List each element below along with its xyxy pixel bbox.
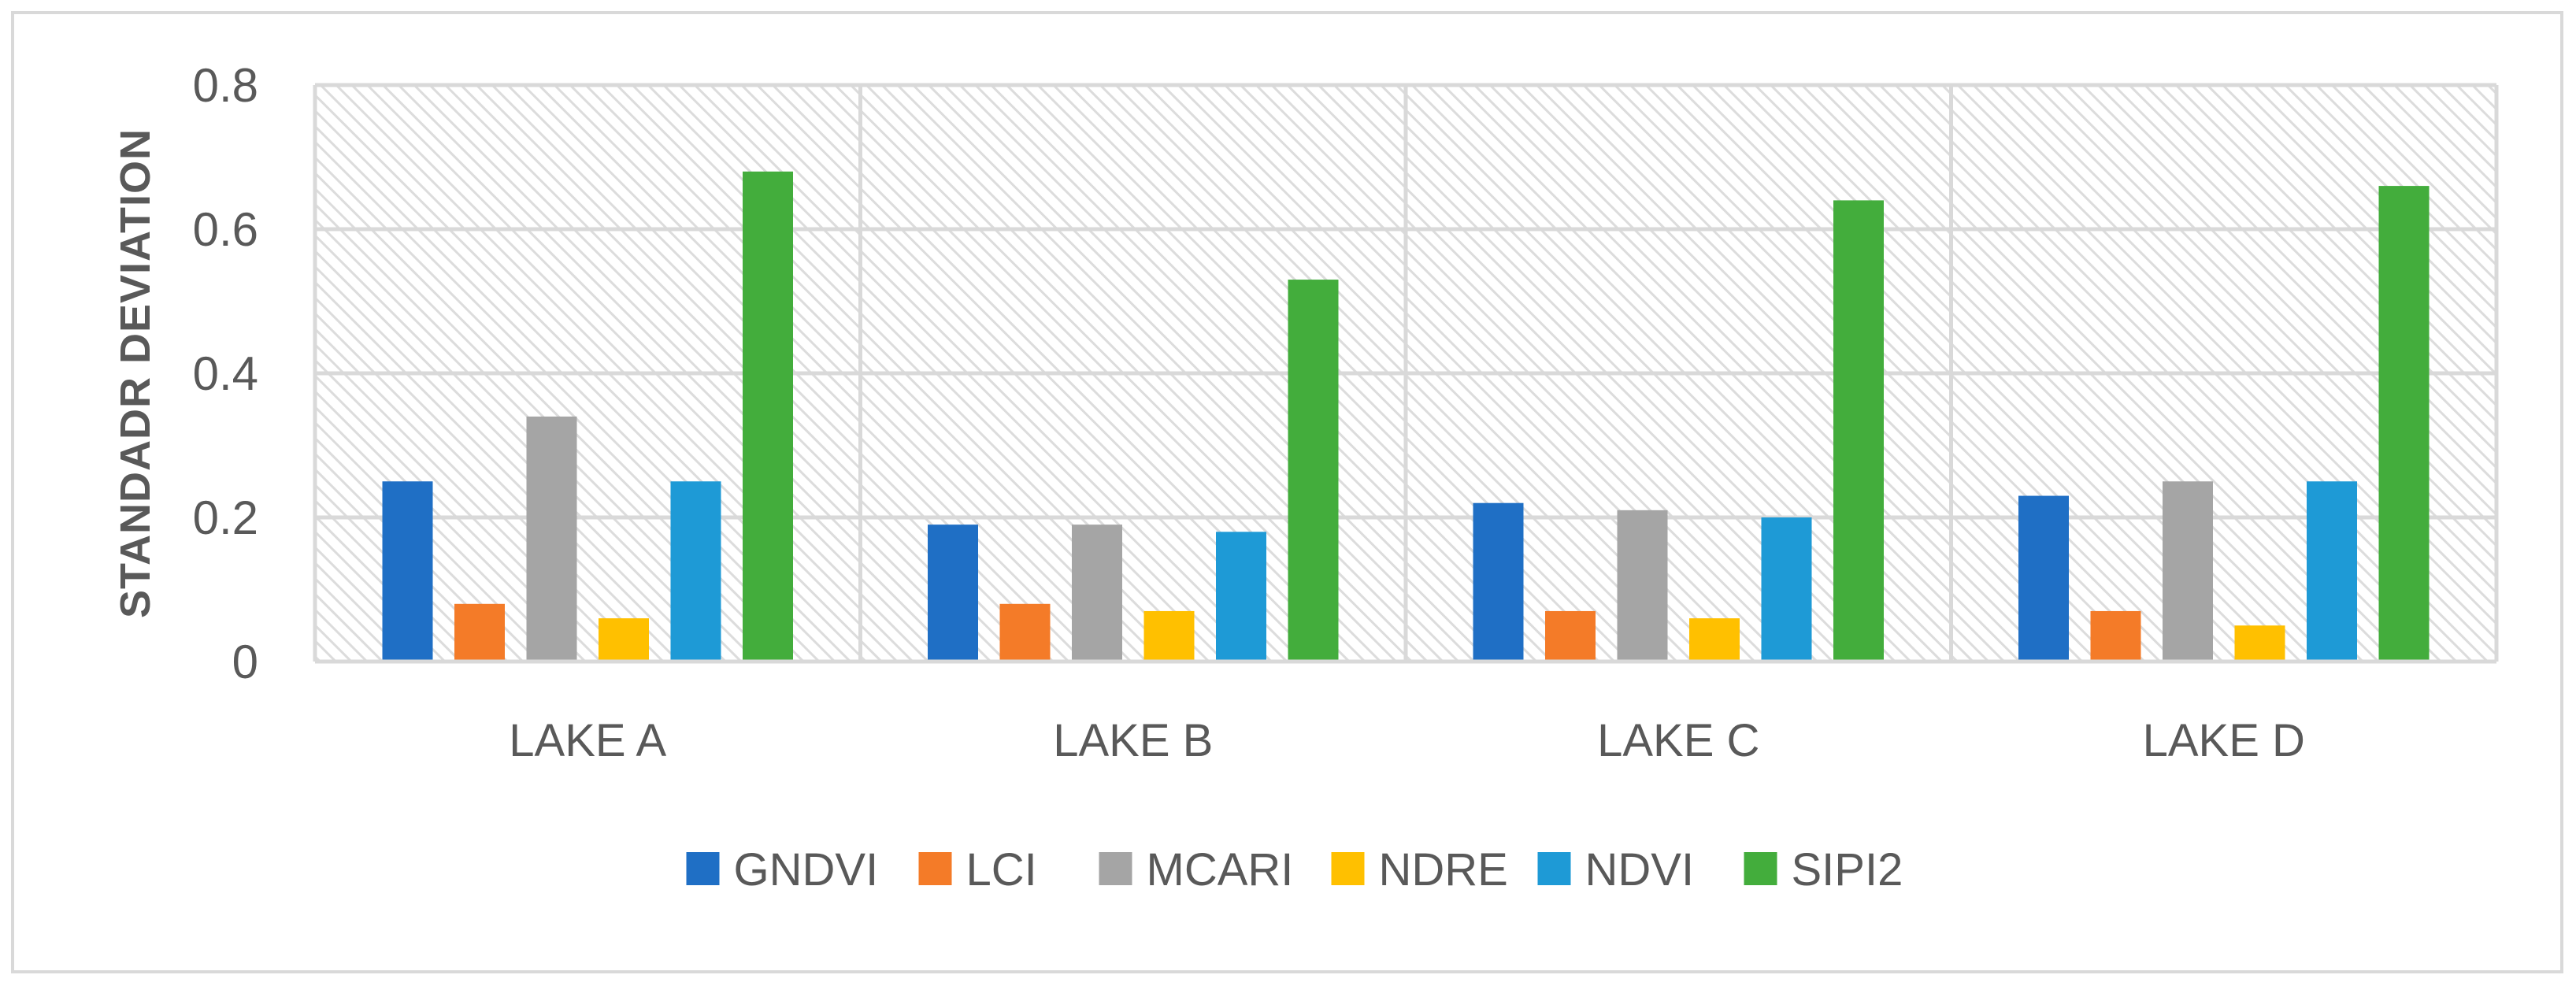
y-tick-label: 0.6 xyxy=(193,203,258,256)
bar-mcari-lake-a xyxy=(526,416,577,662)
legend-label-lci: LCI xyxy=(966,844,1037,895)
bar-ndvi-lake-b xyxy=(1216,532,1266,662)
bar-lci-lake-b xyxy=(999,603,1051,662)
legend-label-gndvi: GNDVI xyxy=(734,844,879,895)
legend: GNDVI LCI MCARI NDRE NDVI SIPI2 xyxy=(686,844,1903,895)
bar-lci-lake-c xyxy=(1545,610,1596,662)
legend-swatch-lci xyxy=(918,852,952,885)
bar-ndre-lake-b xyxy=(1143,610,1195,662)
x-category-label: LAKE B xyxy=(1053,715,1213,766)
y-tick-label: 0.2 xyxy=(193,491,258,544)
legend-label-ndvi: NDVI xyxy=(1585,844,1695,895)
legend-swatch-sipi2 xyxy=(1744,852,1777,885)
bar-sipi2-lake-a xyxy=(743,171,793,662)
x-axis-categories: LAKE A LAKE B LAKE C LAKE D xyxy=(509,715,2305,766)
bar-ndre-lake-d xyxy=(2234,625,2285,662)
legend-swatch-mcari xyxy=(1099,852,1132,885)
legend-swatch-gndvi xyxy=(686,852,720,885)
legend-swatch-ndvi xyxy=(1537,852,1571,885)
y-axis-ticks: 0 0.2 0.4 0.6 0.8 xyxy=(193,59,258,688)
bar-ndvi-lake-d xyxy=(2307,481,2357,662)
x-category-label: LAKE C xyxy=(1597,715,1759,766)
y-tick-label: 0.8 xyxy=(193,59,258,112)
bar-sipi2-lake-b xyxy=(1288,280,1339,662)
bar-sipi2-lake-d xyxy=(2378,186,2430,662)
bar-ndvi-lake-c xyxy=(1761,517,1812,662)
y-axis-title: STANDADR DEVIATION xyxy=(112,128,159,618)
x-category-label: LAKE A xyxy=(509,715,666,766)
y-tick-label: 0 xyxy=(232,636,258,688)
bars xyxy=(315,171,2496,664)
legend-label-mcari: MCARI xyxy=(1147,844,1294,895)
bar-gndvi-lake-c xyxy=(1473,502,1524,662)
legend-label-sipi2: SIPI2 xyxy=(1792,844,1903,895)
bar-lci-lake-a xyxy=(454,603,505,662)
bar-gndvi-lake-d xyxy=(2018,495,2069,662)
bar-ndre-lake-a xyxy=(599,618,649,662)
y-tick-label: 0.4 xyxy=(193,347,258,400)
legend-swatch-ndre xyxy=(1331,852,1365,885)
bar-ndvi-lake-a xyxy=(670,481,721,662)
bar-mcari-lake-c xyxy=(1617,510,1668,662)
bar-ndre-lake-c xyxy=(1689,618,1740,662)
bar-sipi2-lake-c xyxy=(1833,200,1884,662)
legend-label-ndre: NDRE xyxy=(1379,844,1508,895)
bar-mcari-lake-b xyxy=(1072,525,1122,662)
bar-mcari-lake-d xyxy=(2163,481,2213,662)
bar-gndvi-lake-b xyxy=(928,525,978,662)
bar-gndvi-lake-a xyxy=(382,481,433,662)
bar-lci-lake-d xyxy=(2090,610,2141,662)
x-category-label: LAKE D xyxy=(2143,715,2305,766)
